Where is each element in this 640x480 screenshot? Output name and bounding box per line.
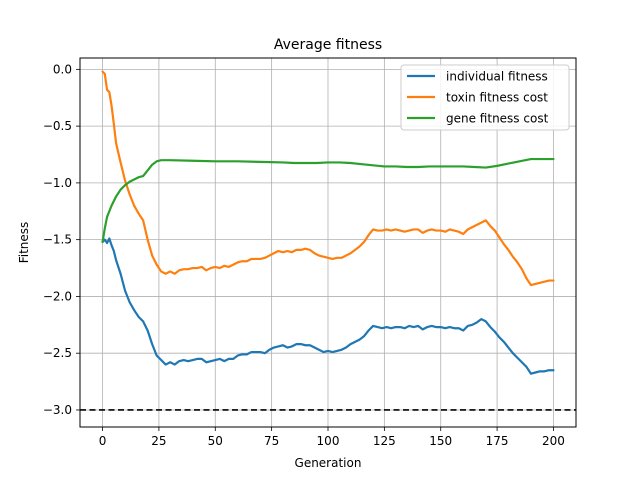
legend: individual fitness toxin fitness cost gene… — [400, 64, 570, 131]
x-tick-label: 50 — [208, 434, 223, 448]
series-line-toxin-fitness-cost — [101, 70, 555, 287]
x-tick-label: 125 — [373, 434, 396, 448]
legend-label: individual fitness — [446, 70, 548, 84]
series-layer — [101, 70, 555, 375]
y-axis-label: Fitness — [17, 222, 31, 264]
x-tick-label: 150 — [429, 434, 452, 448]
x-tick-label: 75 — [264, 434, 279, 448]
y-tick-label: −2.0 — [43, 289, 72, 303]
y-tick-label: −1.0 — [43, 176, 72, 190]
y-tick-label: −2.5 — [43, 346, 72, 360]
legend-box — [400, 64, 570, 131]
y-tick-label: −1.5 — [43, 233, 72, 247]
chart-title: Average fitness — [274, 37, 382, 53]
x-tick-label: 25 — [151, 434, 166, 448]
x-tick-label: 100 — [317, 434, 340, 448]
x-tick-label: 200 — [542, 434, 565, 448]
x-axis-ticks: 0 25 50 75 100 125 150 175 200 — [99, 427, 565, 448]
legend-label: gene fitness cost — [446, 112, 549, 126]
legend-label: toxin fitness cost — [446, 91, 548, 105]
y-axis-ticks: 0.0 −0.5 −1.0 −1.5 −2.0 −2.5 −3.0 — [43, 62, 80, 417]
series-line-gene-fitness-cost — [101, 157, 555, 244]
y-tick-label: −0.5 — [43, 119, 72, 133]
series-line-individual-fitness — [101, 237, 555, 375]
y-tick-label: −3.0 — [43, 403, 72, 417]
x-tick-label: 175 — [486, 434, 509, 448]
x-axis-label: Generation — [295, 456, 362, 470]
y-tick-label: 0.0 — [53, 62, 72, 76]
x-tick-label: 0 — [99, 434, 107, 448]
